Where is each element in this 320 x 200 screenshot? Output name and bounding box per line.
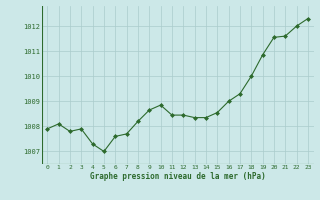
X-axis label: Graphe pression niveau de la mer (hPa): Graphe pression niveau de la mer (hPa) [90,172,266,181]
